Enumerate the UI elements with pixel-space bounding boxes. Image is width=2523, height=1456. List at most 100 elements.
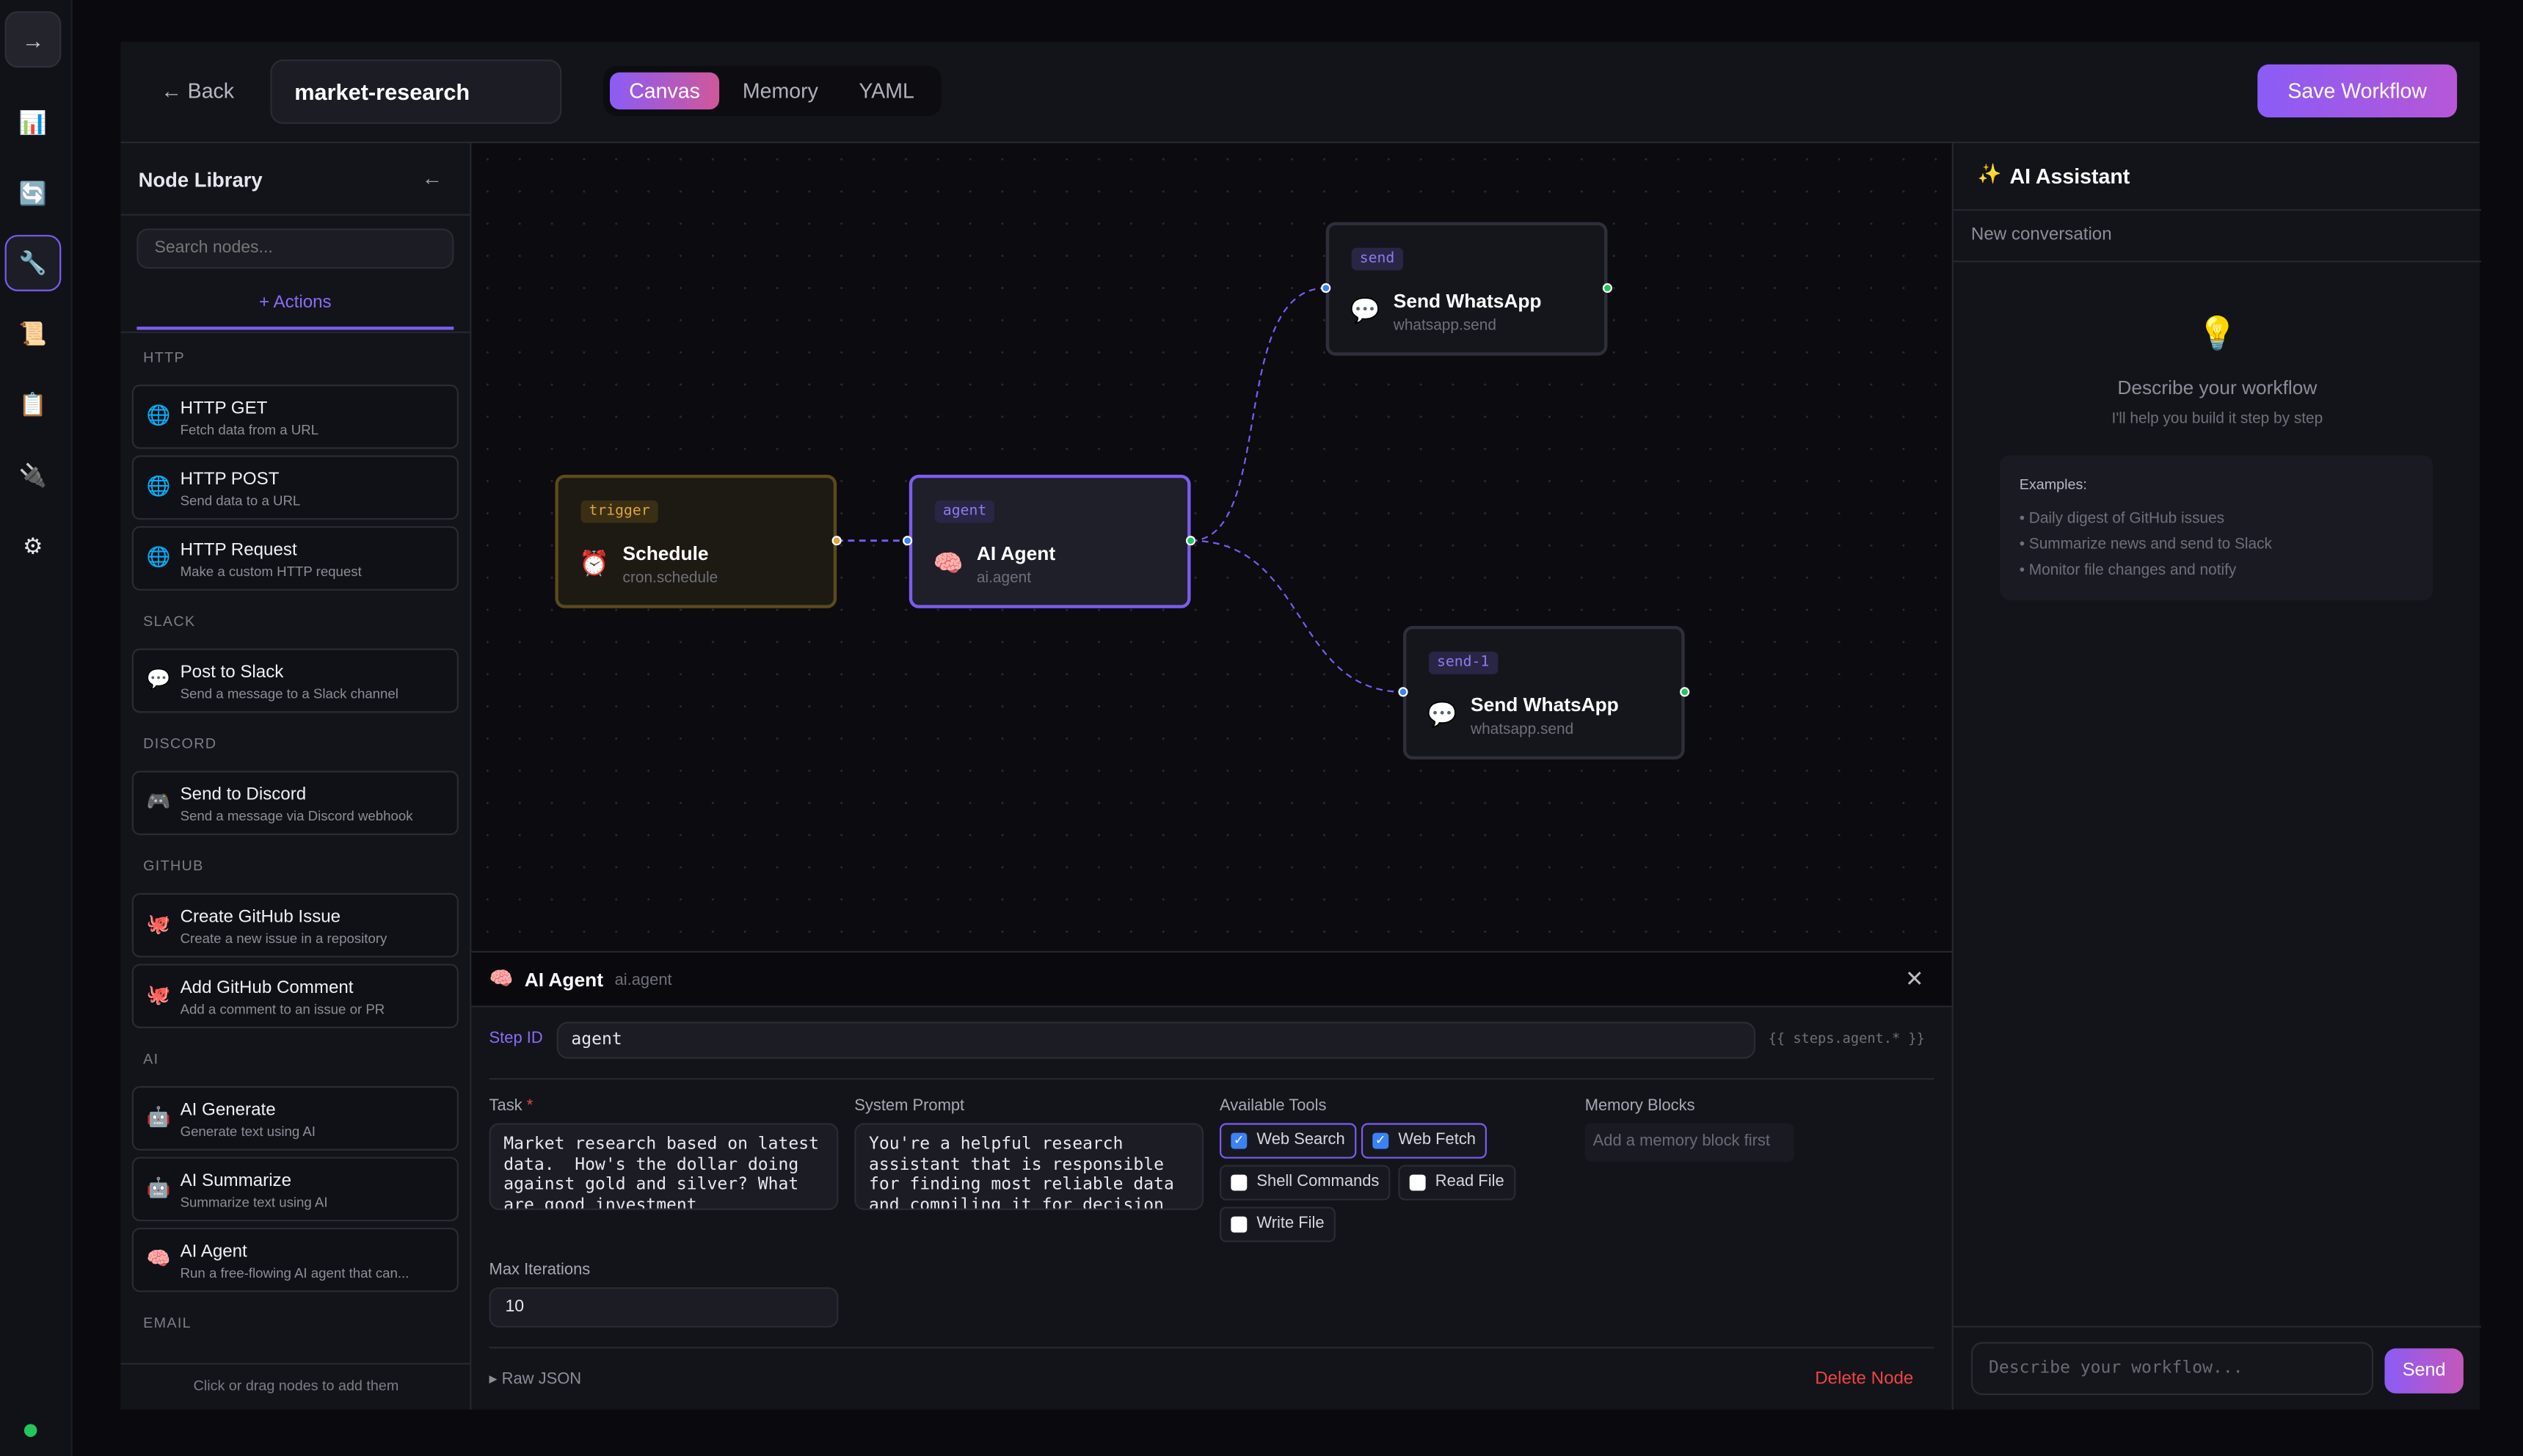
tab-yaml[interactable]: YAML (859, 79, 914, 103)
memory-block-placeholder: Add a memory block first (1584, 1123, 1794, 1162)
tool-read-file-checkbox[interactable]: Read File (1398, 1165, 1516, 1201)
item-title: HTTP Request (180, 540, 297, 561)
max-iterations-label: Max Iterations (489, 1261, 591, 1280)
brain-icon: 🧠 (489, 967, 514, 990)
system-prompt-textarea[interactable]: You're a helpful research assistant that… (854, 1123, 1204, 1210)
new-conversation-button[interactable]: New conversation (1970, 225, 2112, 245)
input-port[interactable] (1321, 283, 1331, 294)
output-port[interactable] (1185, 536, 1196, 546)
workflow-name-input[interactable]: market-research (270, 59, 562, 124)
library-item[interactable]: 🌐 HTTP GET Fetch data from a URL (131, 385, 459, 449)
examples-label: Examples: (2019, 476, 2087, 492)
tab-canvas[interactable]: Canvas (609, 72, 720, 110)
status-dot (23, 1424, 37, 1437)
node-id-tag: send (1351, 247, 1403, 271)
library-item[interactable]: 🌐 HTTP Request Make a custom HTTP request (131, 525, 459, 591)
inspector-title: AI Agent (524, 968, 603, 991)
example-item[interactable]: • Monitor file changes and notify (2019, 561, 2237, 580)
node-type: cron.schedule (622, 569, 718, 588)
edge-agent-send (1190, 287, 1326, 542)
step-id-input[interactable]: agent (556, 1022, 1756, 1059)
tab-memory[interactable]: Memory (742, 79, 818, 103)
node-icon: 🌐 (146, 404, 171, 427)
search-nodes-input[interactable]: Search nodes... (136, 228, 454, 269)
item-desc: Send a message via Discord webhook (180, 807, 413, 824)
node-type: ai.agent (976, 569, 1032, 588)
collapse-library-icon[interactable]: ← (421, 165, 443, 190)
item-desc: Fetch data from a URL (180, 421, 319, 438)
library-list: HTTP 🌐 HTTP GET Fetch data from a URL 🌐 HTTP … (120, 333, 471, 1363)
item-title: Send to Discord (180, 785, 307, 805)
scroll-icon[interactable]: 📜 (18, 320, 48, 346)
input-port[interactable] (1398, 687, 1408, 697)
gear-icon[interactable]: ⚙ (23, 532, 43, 558)
arrow-right-icon[interactable]: → (4, 11, 62, 68)
node-title: Send WhatsApp (1393, 289, 1542, 313)
library-item[interactable]: 🌐 HTTP POST Send data to a URL (131, 455, 459, 520)
raw-json-toggle[interactable]: ▸ Raw JSON (489, 1371, 582, 1389)
node-send-1[interactable]: send-1 💬 Send WhatsApp whatsapp.send (1402, 625, 1685, 760)
tool-web-fetch-checkbox[interactable]: ✓ Web Fetch (1361, 1123, 1488, 1159)
node-id-tag: agent (934, 500, 995, 523)
item-desc: Send a message to a Slack channel (180, 685, 398, 702)
example-item[interactable]: • Daily digest of GitHub issues (2019, 510, 2225, 528)
node-title: AI Agent (976, 542, 1056, 565)
example-item[interactable]: • Summarize news and send to Slack (2019, 536, 2272, 554)
node-id-tag: trigger (580, 500, 658, 523)
library-item[interactable]: 💬 Post to Slack Send a message to a Slack … (131, 648, 459, 713)
inspector-type: ai.agent (614, 972, 672, 990)
output-port[interactable] (1680, 687, 1690, 697)
tool-shell-commands-checkbox[interactable]: Shell Commands (1219, 1165, 1391, 1201)
max-iterations-input[interactable]: 10 (489, 1287, 839, 1328)
sparkles-icon: ✨ (1977, 162, 2002, 186)
output-port[interactable] (831, 536, 842, 546)
node-title: Schedule (622, 542, 709, 565)
node-send[interactable]: send 💬 Send WhatsApp whatsapp.send (1325, 222, 1608, 356)
icon-rail: → 📊 🔄 🔧 📜 📋 🔌 ⚙ (0, 0, 73, 1456)
assistant-input[interactable]: Describe your workflow... (1970, 1342, 2374, 1395)
item-desc: Run a free-flowing AI agent that can... (180, 1264, 409, 1281)
output-port[interactable] (1602, 283, 1612, 294)
library-item[interactable]: 🤖 AI Generate Generate text using AI (131, 1086, 459, 1151)
save-workflow-button[interactable]: Save Workflow (2257, 64, 2458, 118)
back-button[interactable]: ← Back (161, 79, 235, 103)
library-item[interactable]: 🎮 Send to Discord Send a message via Disco… (131, 771, 459, 835)
clipboard-icon[interactable]: 📋 (18, 390, 48, 417)
node-icon: 🎮 (146, 790, 171, 813)
library-item[interactable]: 🤖 AI Summarize Summarize text using AI (131, 1157, 459, 1222)
library-item[interactable]: 🐙 Add GitHub Comment Add a comment to an i… (131, 964, 459, 1029)
node-id-tag: send-1 (1429, 652, 1498, 674)
node-trigger[interactable]: trigger ⏰ Schedule cron.schedule (555, 474, 837, 608)
workflow-canvas[interactable]: trigger ⏰ Schedule cron.schedule agent 🧠… (471, 143, 1952, 951)
send-button[interactable]: Send (2384, 1348, 2464, 1394)
ai-assistant-panel: ✨ AI Assistant New conversation 💡 Descri… (1951, 143, 2481, 1410)
chart-icon[interactable]: 📊 (18, 109, 48, 136)
section-github: GITHUB (143, 857, 204, 874)
tab-actions[interactable]: + Actions (259, 293, 332, 313)
task-textarea[interactable]: Market research based on latest data. Ho… (489, 1123, 839, 1210)
item-title: AI Generate (180, 1100, 276, 1121)
tool-web-search-checkbox[interactable]: ✓ Web Search (1219, 1123, 1357, 1159)
close-icon[interactable]: ✕ (1905, 965, 1924, 991)
item-title: AI Summarize (180, 1171, 292, 1191)
tool-write-file-checkbox[interactable]: Write File (1219, 1206, 1336, 1242)
library-item[interactable]: 🧠 AI Agent Run a free-flowing AI agent tha… (131, 1227, 459, 1292)
refresh-icon[interactable]: 🔄 (18, 180, 48, 206)
item-desc: Make a custom HTTP request (180, 563, 362, 580)
node-icon: 🌐 (146, 474, 171, 498)
plug-icon[interactable]: 🔌 (18, 462, 48, 488)
node-agent[interactable]: agent 🧠 AI Agent ai.agent (909, 474, 1191, 608)
item-title: AI Agent (180, 1242, 247, 1262)
wrench-icon[interactable]: 🔧 (4, 235, 62, 291)
library-item[interactable]: 🐙 Create GitHub Issue Create a new issue i… (131, 892, 459, 958)
item-title: HTTP GET (180, 398, 268, 419)
delete-node-button[interactable]: Delete Node (1815, 1369, 1914, 1389)
system-prompt-label: System Prompt (854, 1097, 965, 1115)
node-icon: 🐙 (146, 983, 171, 1006)
step-ref-hint: {{ steps.agent.* }} (1768, 1031, 1925, 1048)
input-port[interactable] (903, 536, 913, 546)
item-desc: Send data to a URL (180, 492, 301, 509)
section-email: EMAIL (143, 1314, 192, 1331)
item-desc: Summarize text using AI (180, 1193, 328, 1210)
